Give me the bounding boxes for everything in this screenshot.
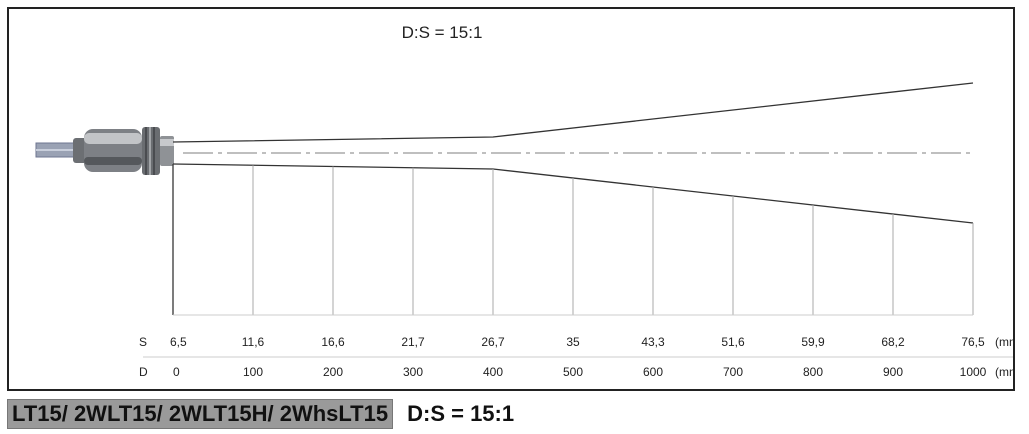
distance-gridlines	[143, 164, 1013, 358]
spot-size-label: 35	[566, 335, 580, 349]
spot-size-label: 68,2	[881, 335, 905, 349]
row-label-d: D	[139, 365, 148, 379]
distance-label: 800	[803, 365, 823, 379]
distance-label: 300	[403, 365, 423, 379]
spot-size-label: 76,5	[961, 335, 985, 349]
spot-size-label: 16,6	[321, 335, 345, 349]
spot-size-label: 21,7	[401, 335, 425, 349]
distance-label: 200	[323, 365, 343, 379]
row-label-s: S	[139, 335, 147, 349]
scale-table: S D 6,5 11,6 16,6 21,7 26,7 35 43,3 51,6 59,9 68,2 7…	[139, 335, 1013, 379]
optics-diagram: D:S = 15:1 S D 6,5 11,6 16,6 21,7 26,7 35 43,3 51…	[35, 23, 1013, 379]
distance-label: 100	[243, 365, 263, 379]
spot-size-label: 11,6	[242, 335, 265, 349]
spot-size-label: 51,6	[721, 335, 745, 349]
distance-label: 1000	[960, 365, 987, 379]
spot-size-label: 6,5	[170, 335, 187, 349]
distance-label: 0	[173, 365, 180, 379]
diagram-title: D:S = 15:1	[402, 23, 483, 42]
beam-upper-edge	[172, 82, 974, 143]
distance-unit-label: (mm)	[995, 365, 1013, 379]
sensor-icon	[35, 127, 174, 175]
spot-size-label: 59,9	[801, 335, 825, 349]
diagram-frame: D:S = 15:1 S D 6,5 11,6 16,6 21,7 26,7 35 43,3 51…	[7, 7, 1015, 391]
model-label: LT15/ 2WLT15/ 2WLT15H/ 2WhsLT15	[7, 399, 394, 429]
distance-label: 600	[643, 365, 663, 379]
distance-label: 700	[723, 365, 743, 379]
distance-label: 400	[483, 365, 503, 379]
spot-unit-label: (mm)	[995, 335, 1013, 349]
caption-bar: LT15/ 2WLT15/ 2WLT15H/ 2WhsLT15 D:S = 15…	[7, 399, 514, 429]
distance-label: 500	[563, 365, 583, 379]
distance-label: 900	[883, 365, 903, 379]
ratio-label: D:S = 15:1	[407, 401, 515, 426]
spot-size-label: 26,7	[481, 335, 505, 349]
spot-size-label: 43,3	[641, 335, 665, 349]
